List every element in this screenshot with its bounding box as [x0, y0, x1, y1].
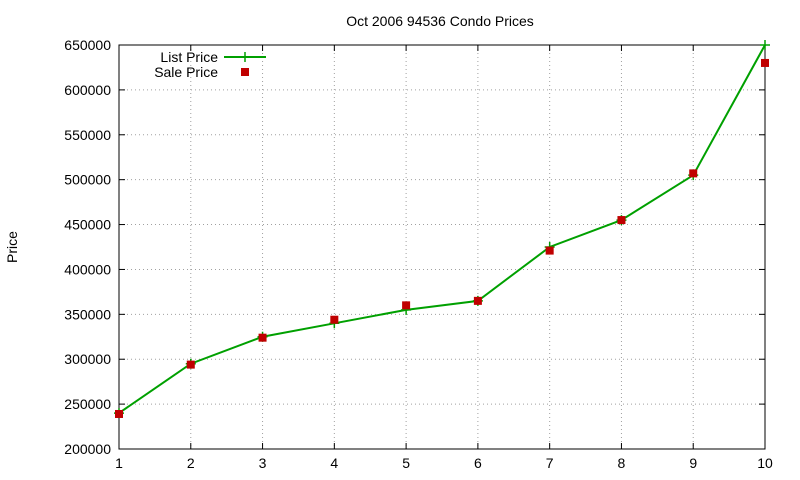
x-tick-label: 4	[330, 455, 338, 471]
legend-label: Sale Price	[154, 64, 218, 80]
list-price-line	[118, 44, 766, 414]
series-layer	[114, 40, 770, 419]
x-tick-label: 10	[757, 455, 773, 471]
sale-price-point	[330, 315, 339, 324]
x-tick-label: 1	[115, 455, 123, 471]
sale-price-point	[617, 216, 626, 225]
sale-price-point	[473, 296, 482, 305]
sale-price-point	[689, 169, 698, 178]
sale-price-point	[402, 301, 411, 310]
x-tick-label: 2	[187, 455, 195, 471]
y-tick-label: 450000	[64, 217, 111, 233]
x-tick-label: 8	[618, 455, 626, 471]
sale-price-point	[545, 246, 554, 255]
x-tick-label: 6	[474, 455, 482, 471]
sale-price-point	[258, 333, 267, 342]
y-tick-label: 600000	[64, 82, 111, 98]
y-tick-label: 500000	[64, 172, 111, 188]
y-tick-label: 200000	[64, 441, 111, 457]
grid-lines	[119, 45, 765, 449]
sale-price-point	[186, 360, 195, 369]
y-tick-label: 300000	[64, 351, 111, 367]
legend-label: List Price	[160, 49, 218, 65]
y-tick-label: 400000	[64, 261, 111, 277]
y-axis-label: Price	[4, 231, 20, 263]
plot-area-border	[118, 44, 766, 450]
x-tick-label: 7	[546, 455, 554, 471]
y-tick-label: 550000	[64, 127, 111, 143]
y-tick-label: 250000	[64, 396, 111, 412]
legend-plus-marker	[240, 52, 250, 62]
sale-price-point	[115, 409, 123, 418]
axis-ticks: 200000 250000 300000 350000 400000 450000 5000…	[64, 37, 773, 471]
series-sale-price	[115, 58, 769, 418]
sale-price-point	[761, 58, 769, 67]
x-tick-label: 3	[259, 455, 267, 471]
y-tick-label: 650000	[64, 37, 111, 53]
x-tick-label: 9	[689, 455, 697, 471]
x-tick-label: 5	[402, 455, 410, 471]
y-tick-label: 350000	[64, 306, 111, 322]
legend-square-marker	[241, 68, 249, 76]
chart-title: Oct 2006 94536 Condo Prices	[346, 13, 534, 29]
list-price-point	[760, 40, 770, 50]
series-list-price	[114, 40, 770, 419]
